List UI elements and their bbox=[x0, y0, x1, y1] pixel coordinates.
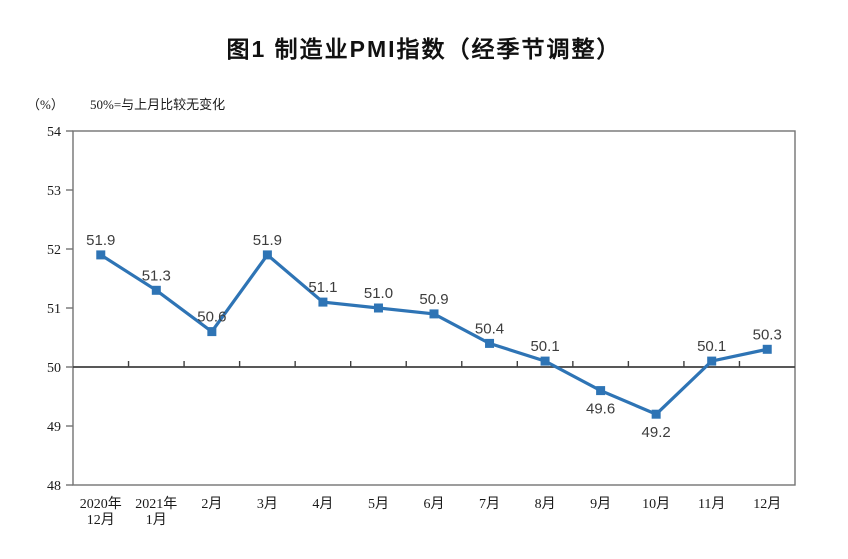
data-point-label: 51.3 bbox=[142, 267, 171, 284]
data-point-label: 51.9 bbox=[253, 232, 282, 249]
data-point-label: 50.1 bbox=[530, 338, 559, 355]
x-axis-label: 12月 bbox=[87, 512, 115, 528]
data-point-label: 50.3 bbox=[753, 326, 782, 343]
baseline-note: 50%=与上月比较无变化 bbox=[90, 97, 226, 112]
x-axis-label: 12月 bbox=[753, 496, 781, 512]
y-axis-label: 48 bbox=[47, 479, 61, 494]
data-point-marker bbox=[651, 409, 661, 419]
x-axis-label: 4月 bbox=[312, 496, 333, 512]
data-point-marker bbox=[540, 356, 550, 366]
y-axis-unit-label: （%） bbox=[27, 97, 64, 112]
x-axis-label: 3月 bbox=[257, 496, 278, 512]
y-axis-label: 49 bbox=[47, 420, 61, 435]
x-axis-label: 2020年 bbox=[80, 496, 122, 512]
x-axis-label: 2021年 bbox=[135, 496, 177, 512]
data-point-marker bbox=[485, 338, 495, 348]
x-axis-label: 8月 bbox=[535, 496, 556, 512]
data-point-marker bbox=[707, 356, 717, 366]
data-point-label: 50.1 bbox=[697, 338, 726, 355]
data-point-label: 49.2 bbox=[642, 424, 671, 441]
x-axis-label: 5月 bbox=[368, 496, 389, 512]
data-point-label: 51.0 bbox=[364, 285, 393, 302]
data-point-marker bbox=[318, 297, 328, 307]
data-point-marker bbox=[96, 250, 106, 260]
chart-title: 图1 制造业PMI指数（经季节调整） bbox=[226, 36, 622, 62]
x-axis-label: 6月 bbox=[424, 496, 445, 512]
y-axis-label: 52 bbox=[47, 243, 61, 258]
x-axis-label: 1月 bbox=[146, 512, 167, 528]
x-axis-label: 11月 bbox=[698, 496, 725, 512]
y-axis-label: 54 bbox=[47, 125, 61, 140]
data-point-marker bbox=[262, 250, 272, 260]
pmi-line-series bbox=[99, 252, 768, 417]
data-point-marker bbox=[151, 285, 161, 295]
data-point-label: 50.4 bbox=[475, 320, 504, 337]
y-axis-label: 50 bbox=[47, 361, 61, 376]
data-point-label: 51.9 bbox=[86, 232, 115, 249]
x-axis-label: 9月 bbox=[590, 496, 611, 512]
data-point-marker bbox=[207, 327, 217, 337]
data-point-label: 49.6 bbox=[586, 401, 615, 418]
y-axis-label: 51 bbox=[47, 302, 61, 317]
data-point-marker bbox=[762, 344, 772, 354]
y-axis-label: 53 bbox=[47, 184, 61, 199]
x-axis-label: 2月 bbox=[201, 496, 222, 512]
data-point-label: 50.9 bbox=[419, 291, 448, 308]
data-point-label: 51.1 bbox=[308, 279, 337, 296]
data-point-label: 50.6 bbox=[197, 309, 226, 326]
data-point-marker bbox=[596, 386, 606, 396]
data-point-marker bbox=[373, 303, 383, 313]
x-axis-label: 10月 bbox=[642, 496, 670, 512]
data-point-marker bbox=[429, 309, 439, 319]
x-axis-label: 7月 bbox=[479, 496, 500, 512]
